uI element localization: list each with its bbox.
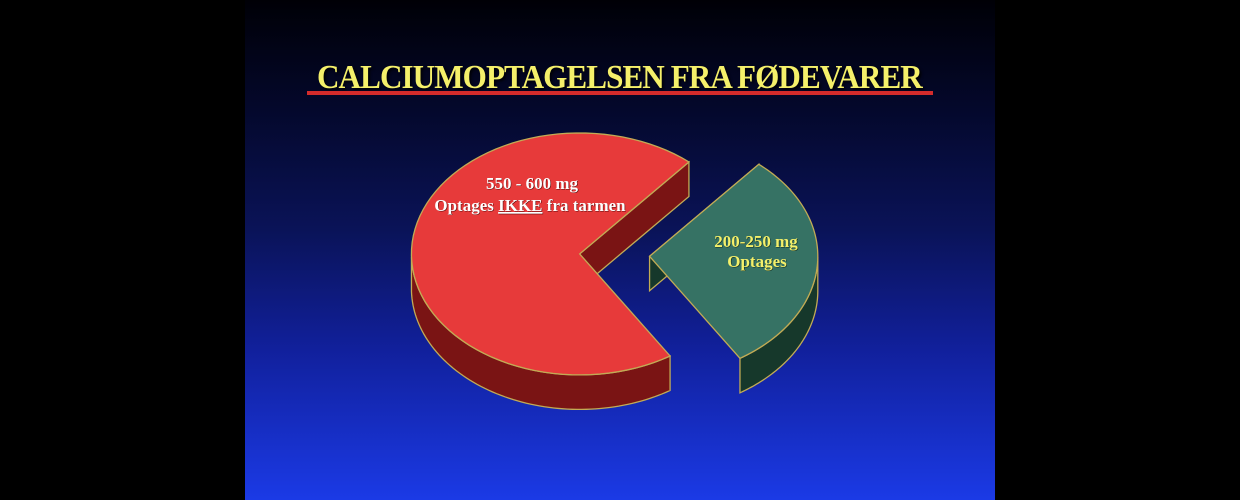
- svg-text:550 - 600 mg: 550 - 600 mg: [486, 174, 579, 193]
- svg-text:Optages IKKE fra tarmen: Optages IKKE fra tarmen: [434, 196, 626, 215]
- svg-text:Optages: Optages: [727, 252, 787, 271]
- svg-text:200-250 mg: 200-250 mg: [714, 232, 798, 251]
